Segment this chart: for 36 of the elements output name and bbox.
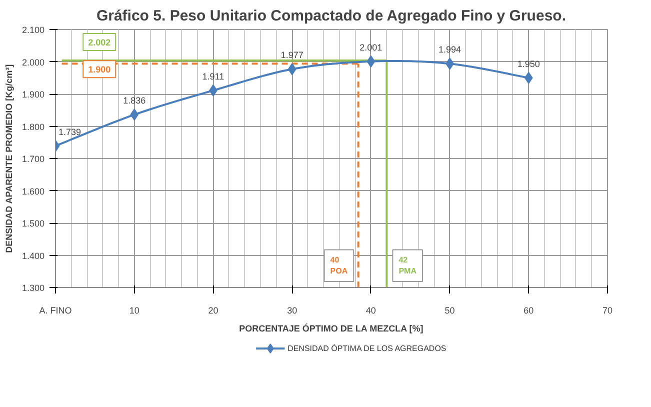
- annotation: 2.002: [88, 37, 111, 48]
- ref-line-label: 42 PMA: [398, 256, 417, 276]
- y-tick-label: 1.300: [22, 283, 45, 293]
- data-label: 1.739: [58, 126, 82, 137]
- x-tick-label: 60: [524, 306, 534, 316]
- x-tick-label: 50: [444, 306, 455, 316]
- legend-label: DENSIDAD ÓPTIMA DE LOS AGREGADOS: [288, 344, 446, 353]
- point: [524, 72, 533, 84]
- x-tick-label: 20: [208, 306, 218, 316]
- data-label: 1.977: [280, 50, 304, 60]
- y-tick-label: 1.500: [22, 218, 45, 228]
- y-tick-label: 2.100: [22, 25, 45, 35]
- x-tick-label: 40: [366, 306, 376, 316]
- y-tick-label: 1.700: [22, 154, 45, 164]
- y-tick-label: 1.600: [22, 186, 45, 196]
- data-label: 1.994: [438, 44, 462, 55]
- point: [130, 108, 139, 121]
- data-label: 1.836: [123, 96, 146, 106]
- y-axis-title: DENSIDAD APARENTE PROMEDIO [Kg/cm³]: [4, 64, 14, 253]
- ref-line-label: 40 POA: [330, 256, 348, 276]
- data-label: 1.911: [202, 71, 224, 82]
- x-tick-label: 70: [602, 306, 613, 316]
- x-tick-label: 30: [287, 306, 298, 316]
- y-tick-label: 2.000: [22, 57, 45, 68]
- data-label: 2.001: [360, 42, 382, 52]
- y-tick-label: 1.400: [22, 250, 45, 261]
- y-tick-label: 1.900: [22, 90, 45, 100]
- data-label: 1.950: [517, 58, 540, 69]
- x-tick-label: A. FINO: [39, 306, 72, 316]
- x-tick-label: 10: [129, 306, 140, 316]
- x-axis-title: PORCENTAJE ÓPTIMO DE LA MEZCLA [%]: [239, 324, 424, 334]
- chart-title: Gráfico 5. Peso Unitario Compactado de Agregado Fino y Grueso.: [96, 8, 566, 24]
- point: [288, 63, 296, 76]
- point: [366, 55, 376, 68]
- y-tick-label: 1.800: [22, 122, 45, 132]
- annotation: 1.900: [88, 64, 111, 75]
